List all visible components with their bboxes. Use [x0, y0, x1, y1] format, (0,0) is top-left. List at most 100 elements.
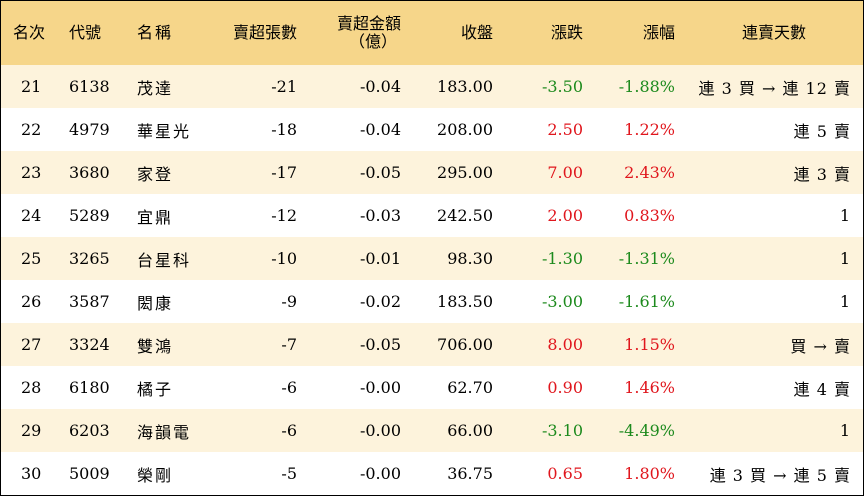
header-code: 代號 [69, 23, 102, 42]
table-row: 23 3680 家登 -17 -0.05 295.00 7.00 2.43% 連 3 賣 [1, 151, 863, 194]
stock-name-cell: 家登 [137, 164, 174, 184]
header-name: 名稱 [137, 23, 174, 42]
price-change-cell: 2.00 [547, 206, 583, 225]
rank-cell: 25 [21, 249, 42, 268]
net-sell-lots-cell: -12 [271, 206, 297, 225]
table-row: 24 5289 宜鼎 -12 -0.03 242.50 2.00 0.83% 1 [1, 194, 863, 237]
price-change-cell: 8.00 [547, 335, 583, 354]
header-net-sell-amount-line1: 賣超金額 [336, 14, 401, 33]
net-sell-lots-cell: -5 [281, 464, 297, 483]
stock-name-cell: 雙鴻 [137, 336, 174, 356]
close-price-cell: 295.00 [437, 163, 493, 182]
stock-code-cell: 5009 [69, 464, 110, 483]
stock-name-cell: 華星光 [137, 121, 192, 141]
streak-cell: 1 [839, 421, 851, 440]
table-row: 21 6138 茂達 -21 -0.04 183.00 -3.50 -1.88% 連 3 買 →… [1, 65, 863, 108]
net-sell-amount-cell: -0.00 [359, 464, 401, 483]
close-price-cell: 36.75 [447, 464, 493, 483]
net-sell-lots-cell: -17 [271, 163, 297, 182]
stock-code-cell: 5289 [69, 206, 110, 225]
header-net-sell-amount: 賣超金額 （億） [307, 1, 411, 65]
table-row: 29 6203 海韻電 -6 -0.00 66.00 -3.10 -4.49% 1 [1, 409, 863, 452]
net-sell-amount-cell: -0.04 [359, 77, 401, 96]
net-sell-amount-cell: -0.01 [359, 249, 401, 268]
change-percent-cell: 0.83% [624, 206, 675, 225]
net-sell-lots-cell: -7 [281, 335, 297, 354]
close-price-cell: 208.00 [437, 120, 493, 139]
net-sell-amount-cell: -0.05 [359, 163, 401, 182]
header-rank: 名次 [13, 23, 46, 42]
change-percent-cell: 1.22% [624, 120, 675, 139]
net-sell-amount-cell: -0.00 [359, 378, 401, 397]
streak-cell: 連 4 賣 [793, 379, 851, 399]
stock-name-cell: 閎康 [137, 293, 174, 313]
stock-code-cell: 3587 [69, 292, 110, 311]
table-row: 22 4979 華星光 -18 -0.04 208.00 2.50 1.22% 連 5 賣 [1, 108, 863, 151]
price-change-cell: 2.50 [547, 120, 583, 139]
rank-cell: 28 [21, 378, 42, 397]
rank-cell: 29 [21, 421, 42, 440]
rank-cell: 22 [21, 120, 42, 139]
close-price-cell: 242.50 [437, 206, 493, 225]
rank-cell: 21 [21, 77, 42, 96]
price-change-cell: 0.90 [547, 378, 583, 397]
streak-cell: 連 3 賣 [793, 164, 851, 184]
table-row: 27 3324 雙鴻 -7 -0.05 706.00 8.00 1.15% 買 → 賣 [1, 323, 863, 366]
change-percent-cell: 1.46% [624, 378, 675, 397]
stock-code-cell: 3324 [69, 335, 110, 354]
net-sell-amount-cell: -0.03 [359, 206, 401, 225]
header-net-sell-amount-unit: （億） [348, 32, 397, 51]
rank-cell: 26 [21, 292, 42, 311]
stock-code-cell: 3265 [69, 249, 110, 268]
stock-code-cell: 4979 [69, 120, 110, 139]
streak-cell: 1 [839, 249, 851, 268]
rank-cell: 23 [21, 163, 42, 182]
header-change: 漲跌 [550, 23, 583, 42]
stock-code-cell: 6180 [69, 378, 110, 397]
streak-cell: 連 3 買 → 連 12 賣 [698, 78, 851, 98]
net-sell-lots-cell: -21 [271, 77, 297, 96]
net-sell-lots-cell: -10 [271, 249, 297, 268]
header-change-pct: 漲幅 [642, 23, 675, 42]
stock-name-cell: 宜鼎 [137, 207, 174, 227]
rank-cell: 30 [21, 464, 42, 483]
net-sell-amount-cell: -0.02 [359, 292, 401, 311]
table-row: 25 3265 台星科 -10 -0.01 98.30 -1.30 -1.31% 1 [1, 237, 863, 280]
net-sell-amount-cell: -0.05 [359, 335, 401, 354]
change-percent-cell: -1.61% [618, 292, 675, 311]
change-percent-cell: 1.80% [624, 464, 675, 483]
table-row: 30 5009 榮剛 -5 -0.00 36.75 0.65 1.80% 連 3 買 → 連 5… [1, 452, 863, 495]
stock-name-cell: 海韻電 [137, 422, 192, 442]
stock-name-cell: 茂達 [137, 78, 174, 98]
stock-name-cell: 台星科 [137, 250, 192, 270]
header-close: 收盤 [460, 23, 493, 42]
stock-name-cell: 橘子 [137, 379, 174, 399]
header-streak: 連賣天數 [741, 23, 806, 42]
close-price-cell: 706.00 [437, 335, 493, 354]
table-row: 28 6180 橘子 -6 -0.00 62.70 0.90 1.46% 連 4 賣 [1, 366, 863, 409]
price-change-cell: -3.10 [541, 421, 583, 440]
net-sell-lots-cell: -9 [281, 292, 297, 311]
table-row: 26 3587 閎康 -9 -0.02 183.50 -3.00 -1.61% 1 [1, 280, 863, 323]
net-sell-lots-cell: -6 [281, 378, 297, 397]
stock-code-cell: 6203 [69, 421, 110, 440]
streak-cell: 連 5 賣 [793, 121, 851, 141]
streak-cell: 1 [839, 206, 851, 225]
price-change-cell: 0.65 [547, 464, 583, 483]
close-price-cell: 183.00 [437, 77, 493, 96]
table-body: 21 6138 茂達 -21 -0.04 183.00 -3.50 -1.88% 連 3 買 →… [1, 65, 863, 495]
net-sell-lots-cell: -18 [271, 120, 297, 139]
stock-code-cell: 3680 [69, 163, 110, 182]
price-change-cell: -1.30 [541, 249, 583, 268]
change-percent-cell: 1.15% [624, 335, 675, 354]
stock-name-cell: 榮剛 [137, 465, 174, 485]
streak-cell: 1 [839, 292, 851, 311]
change-percent-cell: -1.88% [618, 77, 675, 96]
stock-code-cell: 6138 [69, 77, 110, 96]
rank-cell: 24 [21, 206, 42, 225]
change-percent-cell: -1.31% [618, 249, 675, 268]
net-sell-lots-cell: -6 [281, 421, 297, 440]
rank-cell: 27 [21, 335, 42, 354]
